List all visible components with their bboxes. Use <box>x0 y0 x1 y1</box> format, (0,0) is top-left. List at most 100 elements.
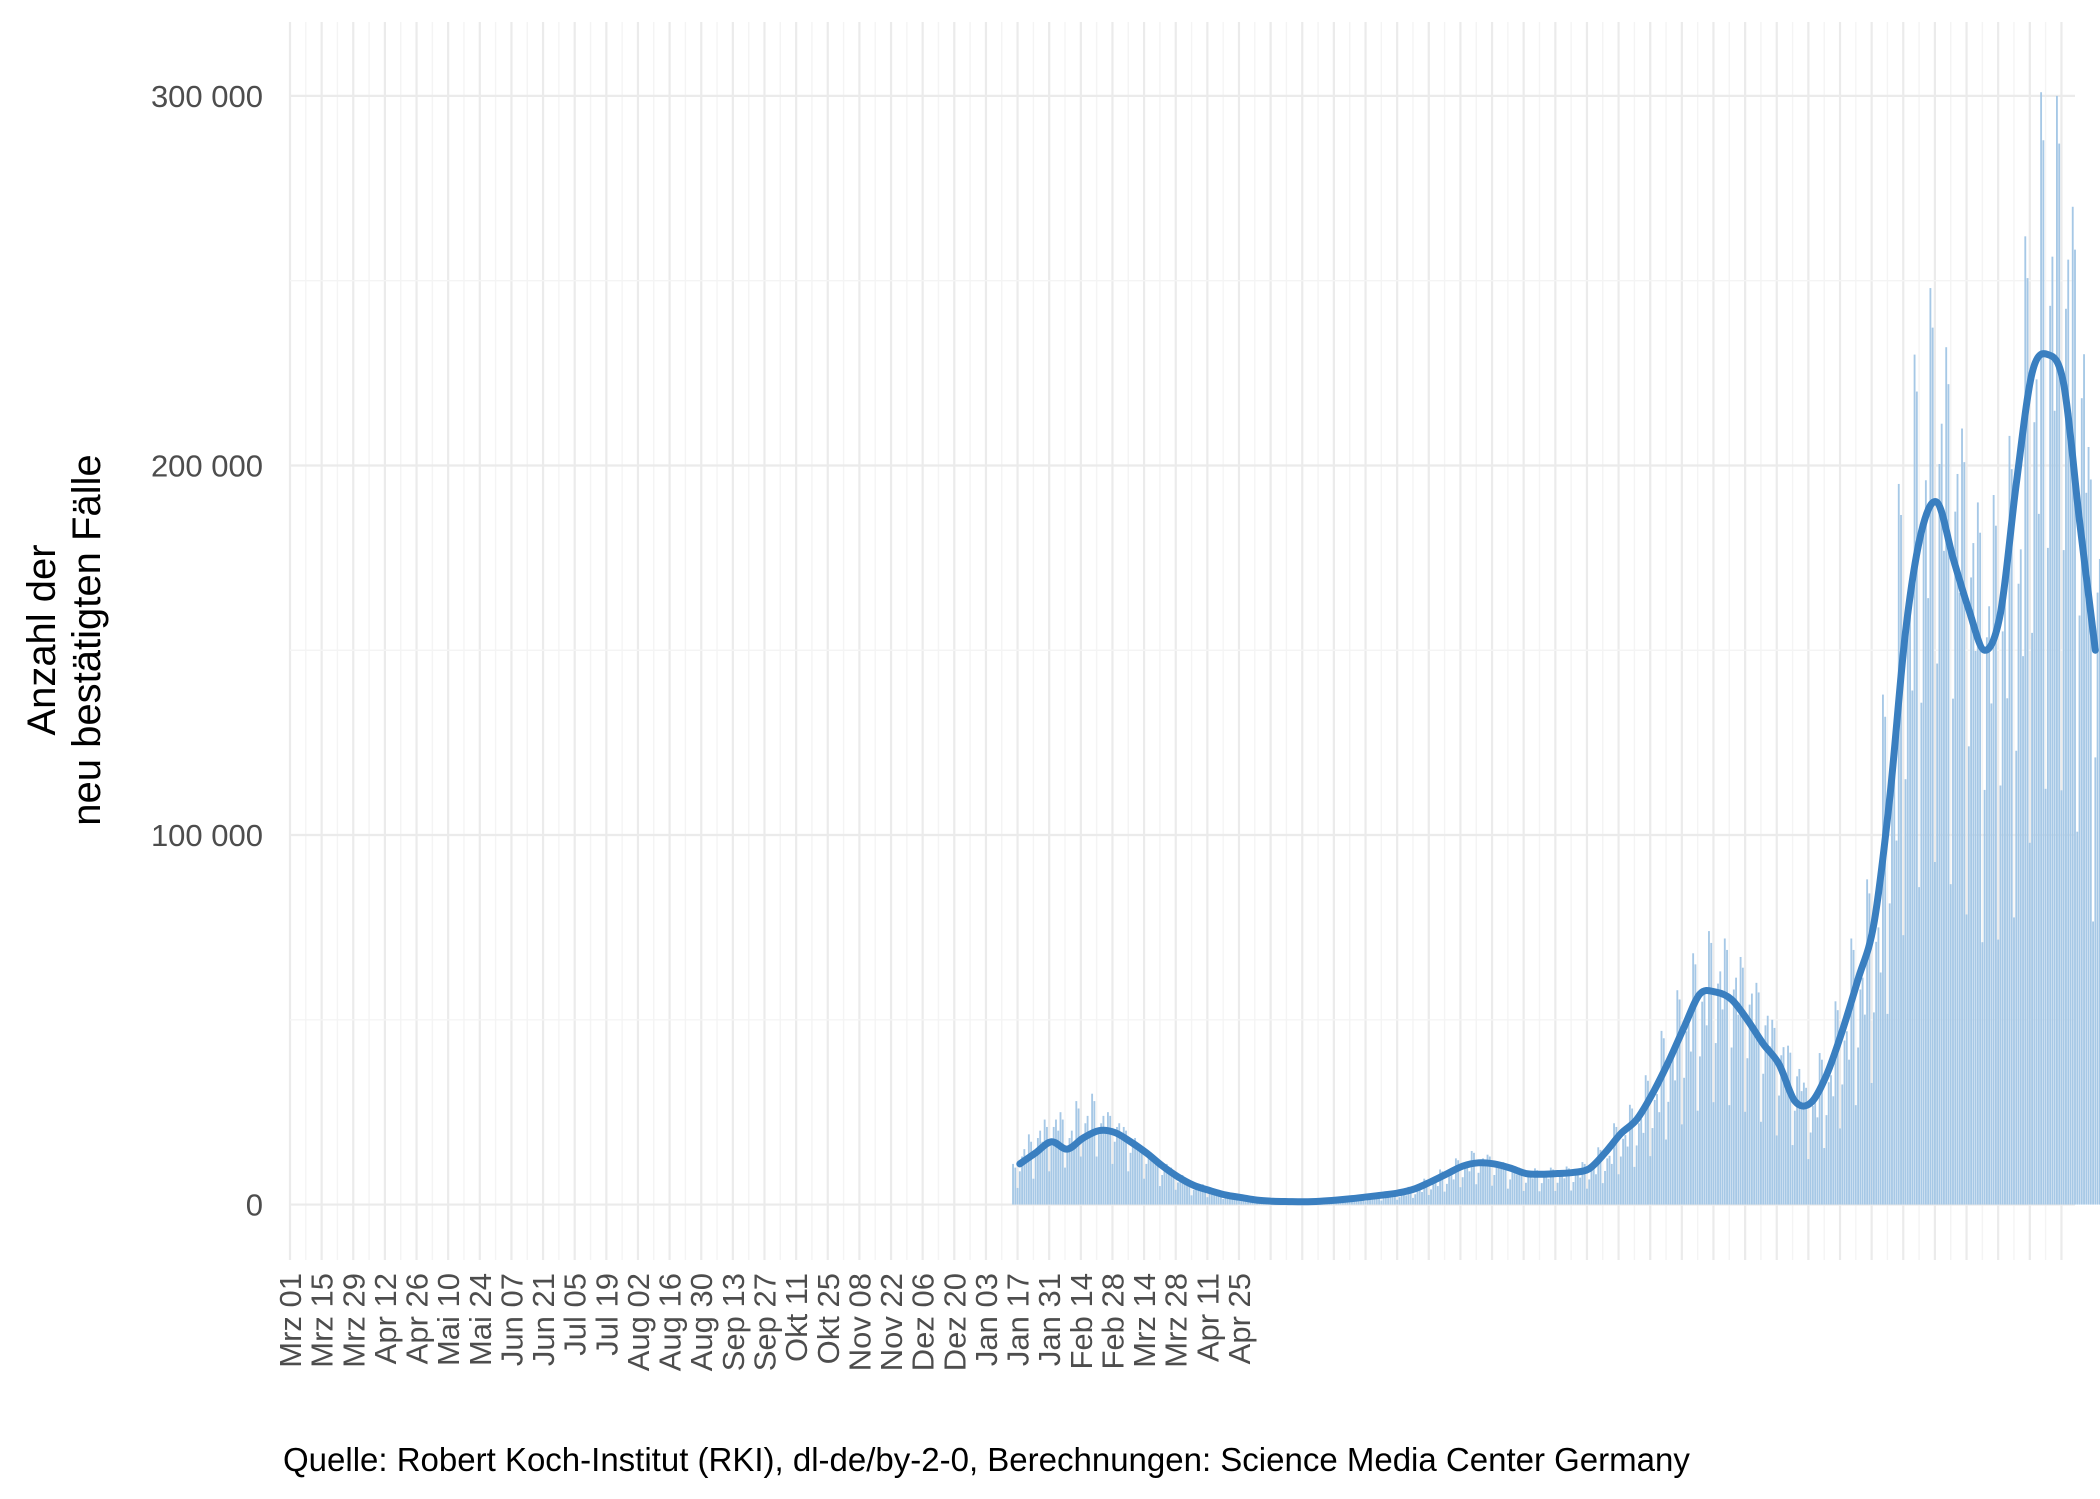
bar <box>1122 1126 1125 1205</box>
bar <box>1823 1148 1826 1205</box>
bar <box>1515 1174 1518 1205</box>
bar <box>1891 792 1893 1205</box>
bar <box>1140 1149 1143 1205</box>
bar <box>2071 206 2074 1205</box>
bar <box>2046 547 2049 1205</box>
x-tick-label: Apr 11 <box>1190 1273 1225 1362</box>
bar <box>1127 1171 1130 1205</box>
bar <box>1522 1190 1525 1205</box>
bar <box>1963 462 1966 1205</box>
bar <box>1979 532 1982 1205</box>
bar <box>1082 1134 1085 1205</box>
bar <box>1642 1132 1645 1205</box>
bar <box>2026 278 2029 1205</box>
bar <box>1845 1031 1848 1205</box>
bar <box>1468 1171 1471 1205</box>
bar <box>1884 716 1887 1205</box>
bar <box>1970 577 1972 1205</box>
bar <box>1780 1055 1783 1205</box>
bar <box>1158 1186 1161 1205</box>
bar <box>1224 1196 1227 1205</box>
y-axis-ticks: 0 100 000 200 000 300 000 <box>151 79 263 1223</box>
bar <box>1821 1059 1823 1205</box>
bar <box>1563 1178 1566 1205</box>
bar <box>1488 1156 1491 1205</box>
bar <box>1414 1194 1417 1205</box>
bar <box>1558 1174 1561 1205</box>
bar <box>1023 1149 1026 1205</box>
bar <box>1068 1138 1071 1205</box>
bar <box>2051 256 2054 1205</box>
bar <box>1637 1123 1640 1205</box>
bar <box>1177 1182 1179 1205</box>
bar <box>1789 1052 1792 1205</box>
bar <box>1868 893 1871 1205</box>
x-tick-label: Feb 14 <box>1064 1273 1099 1370</box>
bar <box>1473 1152 1475 1205</box>
bar <box>1945 347 1948 1205</box>
bar <box>1163 1167 1166 1205</box>
bar <box>1475 1184 1478 1205</box>
x-tick-label: Jan 17 <box>1001 1273 1036 1366</box>
bar <box>1048 1171 1051 1205</box>
bar <box>1647 1080 1649 1205</box>
bar <box>1412 1197 1414 1205</box>
bar <box>1079 1156 1082 1205</box>
bar <box>1059 1112 1062 1205</box>
bar <box>1484 1166 1487 1205</box>
bar <box>1615 1126 1618 1205</box>
bar <box>1547 1178 1550 1205</box>
bar <box>2083 354 2085 1205</box>
bar <box>1922 517 1925 1205</box>
bar <box>1685 1031 1688 1205</box>
bar <box>1997 939 2000 1205</box>
bar <box>2019 549 2022 1205</box>
bar <box>1369 1197 1371 1205</box>
bar <box>1999 785 2002 1205</box>
bar <box>1843 1040 1846 1205</box>
bar <box>1802 1082 1805 1205</box>
bar <box>1075 1101 1078 1205</box>
bar <box>1814 1100 1817 1205</box>
bar <box>1830 1075 1832 1205</box>
bar <box>1154 1156 1157 1205</box>
bar <box>1168 1171 1170 1205</box>
bar <box>1721 1009 1724 1205</box>
bar <box>1958 592 1961 1205</box>
bar <box>1450 1174 1453 1205</box>
bar <box>1610 1163 1613 1205</box>
bar <box>1631 1108 1634 1205</box>
bar <box>1879 972 1882 1205</box>
bar <box>1895 840 1898 1205</box>
bar <box>1619 1156 1622 1205</box>
bar <box>1393 1192 1396 1205</box>
bar <box>1520 1169 1523 1205</box>
bar <box>1915 391 1918 1205</box>
bar <box>1518 1167 1521 1205</box>
bar <box>1897 483 1900 1205</box>
bar <box>1046 1126 1048 1205</box>
bar <box>1195 1186 1197 1205</box>
bar <box>1174 1189 1177 1205</box>
x-tick-label: Mrz 14 <box>1127 1273 1162 1368</box>
bar <box>1448 1176 1451 1205</box>
bar <box>2035 379 2038 1205</box>
bar <box>1933 861 1936 1205</box>
bar <box>1628 1104 1631 1205</box>
bar <box>1197 1184 1200 1205</box>
bar <box>1561 1173 1564 1205</box>
bar <box>1927 598 1930 1205</box>
bar <box>1434 1182 1437 1205</box>
bar <box>1091 1093 1094 1205</box>
bar <box>1791 1145 1794 1205</box>
x-tick-label: Aug 30 <box>684 1273 719 1371</box>
bar <box>2022 656 2024 1205</box>
bar <box>2067 259 2070 1205</box>
bar <box>1866 879 1869 1205</box>
bar <box>1778 1095 1780 1205</box>
bar <box>1644 1075 1647 1205</box>
bar <box>1097 1134 1100 1205</box>
x-tick-label: Sep 27 <box>747 1273 782 1371</box>
bar <box>1554 1190 1557 1205</box>
bar <box>1439 1169 1442 1205</box>
